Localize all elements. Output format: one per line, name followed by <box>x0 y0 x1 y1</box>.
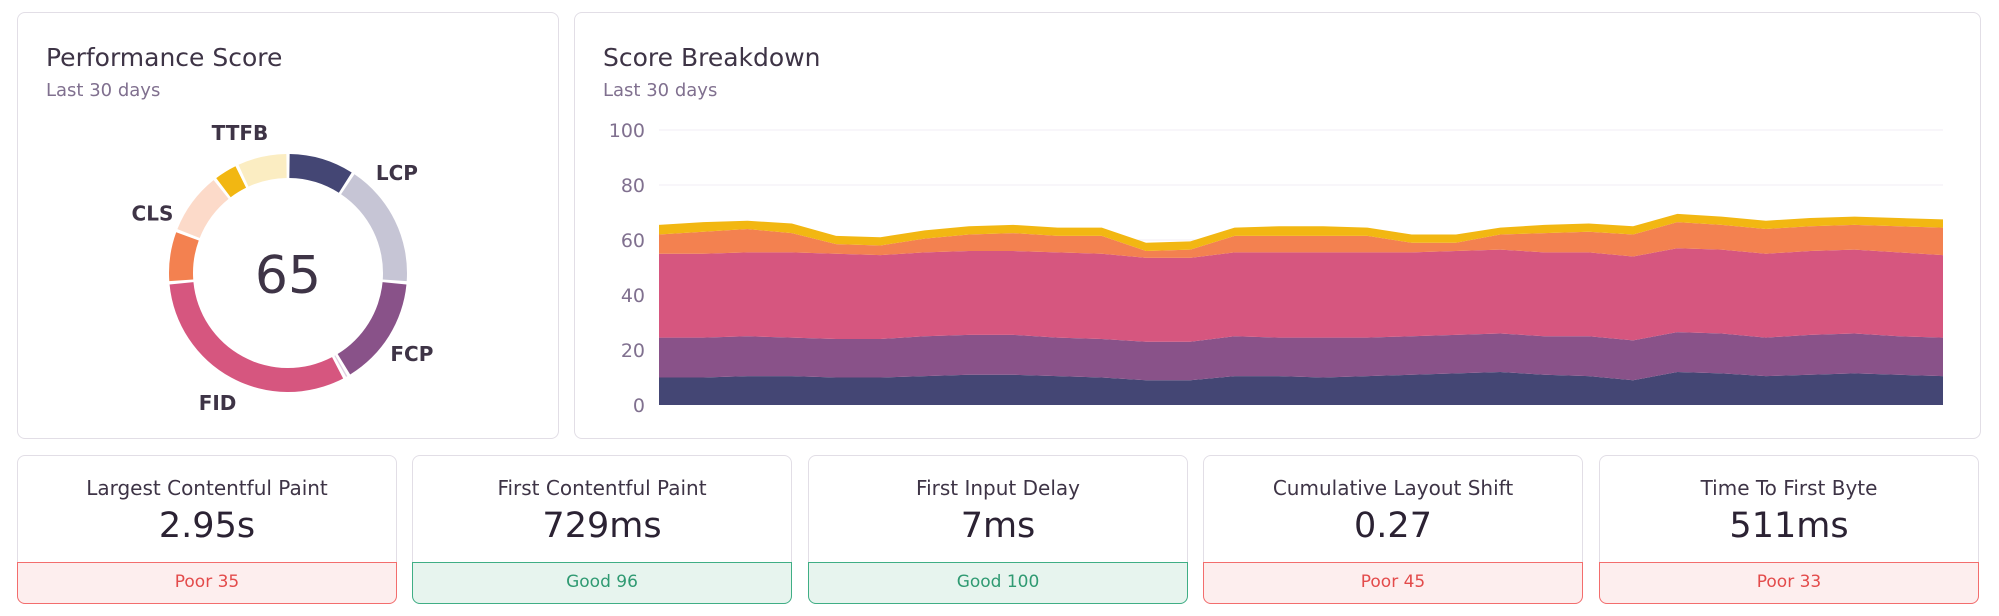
y-tick-label: 100 <box>609 120 645 142</box>
overall-score: 65 <box>255 246 321 306</box>
ring-segment-fid <box>169 282 344 392</box>
metric-status-badge: Poor 35 <box>17 562 397 604</box>
score-ring-chart: LCP FCP FID CLS TTFB 65 <box>132 121 434 415</box>
metric-status-badge: Good 96 <box>412 562 792 604</box>
metric-name: Cumulative Layout Shift <box>1272 476 1514 500</box>
panel-title: Score Breakdown <box>603 43 821 72</box>
area-series-4 <box>659 222 1943 258</box>
ring-label-lcp: LCP <box>376 161 418 185</box>
stacked-area-chart: 0 20 40 60 80 100 <box>609 120 1943 417</box>
metric-value: 729ms <box>542 506 662 546</box>
metric-name: Time To First Byte <box>1700 476 1878 500</box>
ring-remainder-cls <box>177 180 229 238</box>
ring-remainder-ttfb <box>238 154 287 187</box>
ring-segment-ttfb <box>216 166 247 198</box>
y-tick-label: 80 <box>621 175 645 197</box>
metric-status-badge: Good 100 <box>808 562 1188 604</box>
score-breakdown-panel: Score Breakdown Last 30 days 0 20 40 60 80 10… <box>574 12 1981 439</box>
metric-name: First Contentful Paint <box>497 476 707 500</box>
panel-subtitle: Last 30 days <box>46 80 161 101</box>
metric-value: 7ms <box>960 506 1036 546</box>
metric-name: Largest Contentful Paint <box>86 476 328 500</box>
area-series-5 <box>659 213 1943 251</box>
ring-segment-lcp <box>289 154 352 193</box>
metric-card-lcp[interactable]: Largest Contentful Paint 2.95s Poor 35 <box>17 455 397 604</box>
metric-value: 511ms <box>1729 506 1849 546</box>
ring-segment-fcp <box>337 282 407 375</box>
y-tick-label: 60 <box>621 230 645 252</box>
area-series-3 <box>659 248 1943 342</box>
ring-label-fcp: FCP <box>390 342 433 366</box>
ring-remainder-lcp <box>341 174 407 282</box>
metric-value: 0.27 <box>1354 506 1432 546</box>
metric-status-badge: Poor 45 <box>1203 562 1583 604</box>
metric-name: First Input Delay <box>916 476 1080 500</box>
ring-remainder-fcp <box>334 355 348 377</box>
y-tick-label: 40 <box>621 285 645 307</box>
ring-segment-cls <box>169 232 199 282</box>
panel-title: Performance Score <box>46 43 283 72</box>
metric-card-fcp[interactable]: First Contentful Paint 729ms Good 96 <box>412 455 792 604</box>
metric-value: 2.95s <box>158 506 256 546</box>
metric-card-ttfb[interactable]: Time To First Byte 511ms Poor 33 <box>1599 455 1979 604</box>
area-series-1 <box>659 372 1943 405</box>
metric-card-cls[interactable]: Cumulative Layout Shift 0.27 Poor 45 <box>1203 455 1583 604</box>
ring-label-fid: FID <box>199 391 237 415</box>
performance-score-panel: Performance Score Last 30 days LCP FCP FID… <box>17 12 559 439</box>
y-tick-label: 0 <box>633 395 645 417</box>
metric-status-badge: Poor 33 <box>1599 562 1979 604</box>
metric-card-fid[interactable]: First Input Delay 7ms Good 100 <box>808 455 1188 604</box>
ring-label-cls: CLS <box>132 202 174 226</box>
ring-label-ttfb: TTFB <box>212 121 269 145</box>
area-series-2 <box>659 332 1943 381</box>
y-tick-label: 20 <box>621 340 645 362</box>
panel-subtitle: Last 30 days <box>603 80 718 101</box>
